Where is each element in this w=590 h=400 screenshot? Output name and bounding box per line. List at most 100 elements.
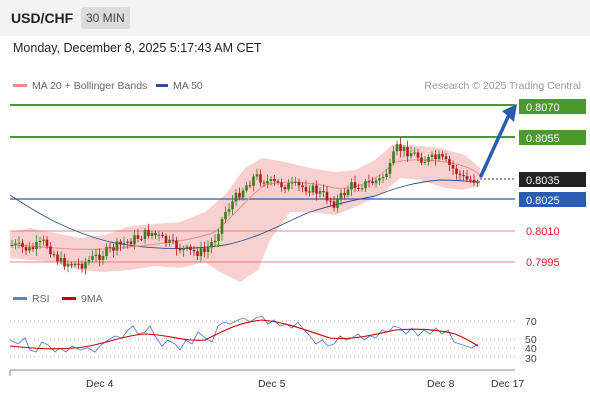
candle-body [87,260,91,263]
candle-body [224,211,227,220]
candle-body [241,190,245,198]
candle-body [122,242,126,245]
candle-body [332,201,336,208]
candle-body [150,233,154,236]
candle-body [315,185,318,194]
candlestick-series [10,137,479,275]
candle-body [269,179,273,182]
candle-body [175,240,178,249]
price-box-8055[interactable] [519,130,586,145]
candle-body [343,193,346,196]
candle-body [374,180,378,184]
candle-body [28,247,31,251]
candle-body [451,165,455,169]
candle-body [17,242,21,244]
candle-body [56,254,59,262]
candle-body [21,242,24,248]
rsi-ma-swatch [62,296,76,300]
interval-button[interactable]: 30 MIN [81,7,130,29]
candle-body [360,188,364,190]
candle-body [371,181,374,184]
candle-body [437,154,441,159]
price-box-8035[interactable] [519,172,586,187]
candle-body [192,250,196,252]
candle-body [129,241,133,245]
candle-body [206,247,210,252]
candle-body [339,193,343,200]
candle-body [336,199,339,208]
candle-body [63,257,66,267]
candle-body [161,234,164,236]
candle-body [325,191,329,201]
bollinger-band [10,145,480,282]
rsi-label-70: 70 [525,316,537,328]
candle-body [311,185,315,193]
datetime-label: Monday, December 8, 2025 5:17:43 AM CET [13,41,262,55]
candle-body [196,251,199,257]
x-label-dec8: Dec 8 [427,378,455,390]
candle-body [427,156,430,162]
price-label-8070: 0.8070 [526,102,560,114]
candle-body [420,157,423,163]
candle-body [430,154,434,157]
price-box-8070[interactable] [519,99,586,114]
candle-body [413,152,416,154]
candle-body [434,154,437,159]
candle-body [402,146,406,151]
candle-body [353,182,357,188]
candle-body [357,187,360,189]
candle-body [217,233,220,241]
candle-body [66,264,70,267]
candle-body [364,181,367,189]
candle-body [171,239,175,241]
rsi-swatch [13,296,27,300]
rsi-line [9,315,479,353]
credit-label: Research © 2025 Trading Central [424,80,581,92]
rsi-label-50: 50 [525,334,537,346]
price-box-8025[interactable] [519,192,586,207]
candle-body [406,146,409,157]
candle-body [472,179,476,183]
candle-body [59,257,63,262]
candle-body [245,185,248,191]
legend-ma50: MA 50 [156,80,203,92]
legend-ma20-label: MA 20 + Bollinger Bands [32,80,148,92]
candle-body [462,175,465,177]
candle-body [399,144,402,151]
candle-body [441,154,444,157]
candle-body [91,256,94,261]
candle-body [308,191,311,193]
candle-body [329,200,332,202]
legend-rsi: RSI [13,293,50,305]
candle-body [227,209,231,212]
candle-body [287,183,290,190]
candle-body [38,240,42,243]
candle-body [304,187,308,192]
candle-body [346,189,350,196]
candle-body [255,174,259,177]
price-label-8055: 0.8055 [526,133,560,145]
candle-body [42,239,45,241]
candle-body [94,254,98,257]
candle-body [119,241,122,245]
candle-body [465,176,469,180]
candle-body [416,152,420,158]
candle-body [280,182,283,188]
candle-body [140,238,143,240]
ma50-swatch [156,83,168,87]
candle-body [297,181,301,186]
x-label-dec5: Dec 5 [258,378,286,390]
candle-body [133,235,136,245]
price-label-7995: 0.7995 [526,257,560,269]
candle-body [31,247,35,250]
legend-ma50-label: MA 50 [173,80,203,92]
candle-body [448,159,451,166]
candle-body [318,191,322,194]
candle-body [147,229,150,236]
candle-body [199,248,203,257]
candle-body [126,241,129,243]
candle-body [455,168,458,174]
legend-ma20-bb: MA 20 + Bollinger Bands [13,80,147,92]
candle-body [231,201,234,210]
